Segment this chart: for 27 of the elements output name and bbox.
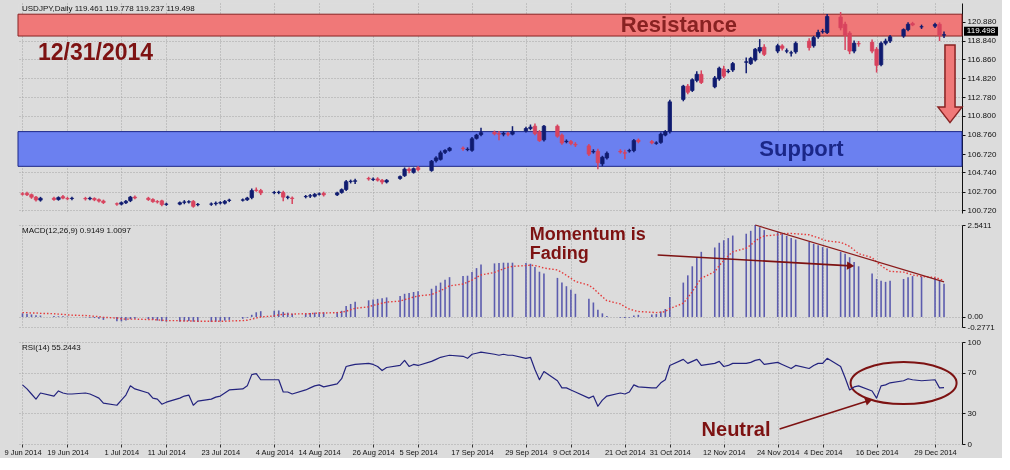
- annotation: 12/31/2014: [38, 39, 154, 65]
- y-tick-label: 112.780: [967, 92, 997, 102]
- y-tick-label: 110.800: [967, 111, 997, 121]
- y-tick-label: 0.00: [967, 312, 984, 322]
- y-tick-label: 0: [967, 439, 973, 449]
- y-tick-label: 104.740: [967, 167, 997, 177]
- band-label: Support: [759, 135, 845, 161]
- band-label: Resistance: [620, 12, 737, 38]
- y-tick-label: 100: [967, 337, 982, 347]
- text: 119.498: [966, 26, 996, 36]
- y-tick-label: 100.720: [967, 205, 997, 215]
- y-tick-label: 70: [967, 368, 977, 378]
- y-tick-label: 118.840: [967, 36, 997, 46]
- y-tick-label: 102.700: [967, 187, 997, 197]
- chart-title: MACD(12,26,9) 0.9149 1.0097: [22, 226, 132, 235]
- annotation: Momentum is Fading: [529, 224, 646, 263]
- y-tick-label: 116.860: [967, 54, 997, 64]
- y-tick-label: 120.880: [967, 17, 997, 27]
- y-tick-label: 30: [967, 408, 977, 418]
- y-tick-label: 114.820: [967, 73, 997, 83]
- annotation: Neutral: [701, 418, 771, 441]
- y-tick-label: 108.760: [967, 130, 997, 140]
- y-tick-label: -0.2771: [967, 322, 996, 332]
- y-tick-label: 2.5411: [967, 220, 992, 230]
- chart-title: RSI(14) 55.2443: [22, 343, 82, 352]
- y-tick-label: 106.720: [967, 149, 997, 159]
- chart-title: USDJPY,Daily 119.461 119.778 119.237 119.498: [22, 4, 196, 13]
